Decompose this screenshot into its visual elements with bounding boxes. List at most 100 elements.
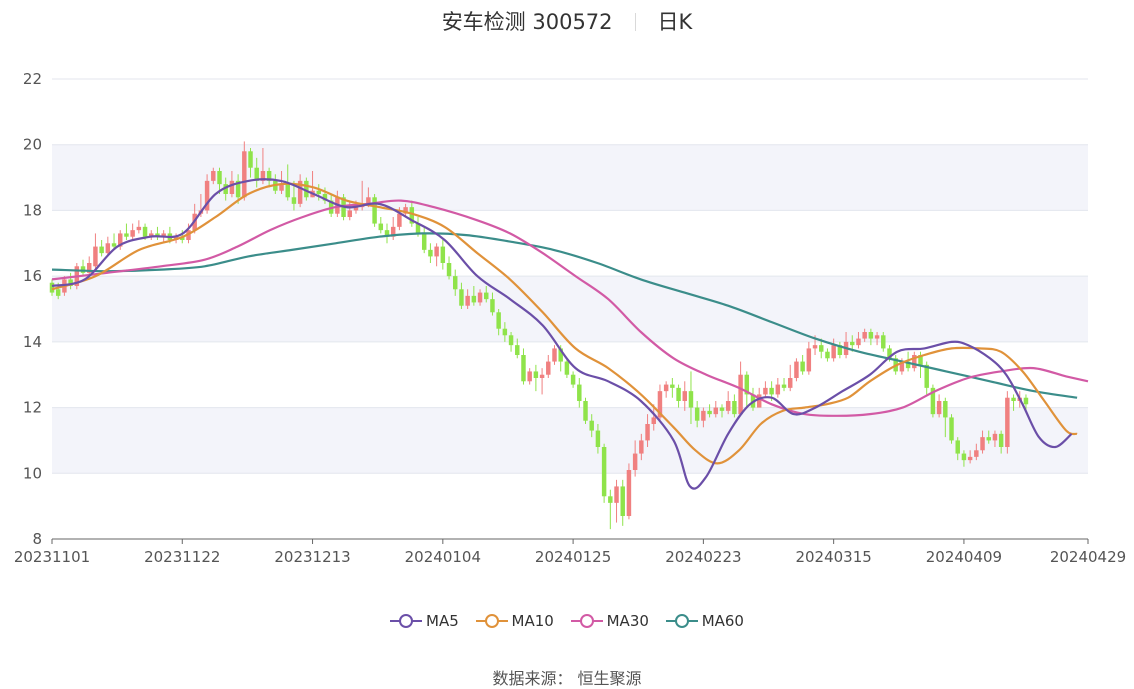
candle-body	[521, 355, 526, 382]
x-tick-label: 20240104	[405, 548, 481, 566]
candle-body	[415, 223, 421, 234]
candle-body	[465, 295, 470, 306]
legend-label: MA60	[701, 612, 744, 630]
x-tick-label: 20240315	[795, 548, 871, 566]
grid-lines	[52, 78, 1088, 540]
y-tick-label: 22	[23, 70, 42, 88]
candle-body	[446, 263, 452, 277]
candle-body	[93, 246, 98, 267]
candle-body	[211, 171, 216, 181]
candle-body	[453, 276, 458, 290]
candle-body	[421, 233, 427, 250]
candle-body	[831, 345, 836, 359]
candle-body	[384, 230, 390, 237]
candle-body	[539, 374, 545, 378]
candle-body	[49, 282, 55, 293]
candle-body	[508, 335, 514, 346]
candle-body	[713, 407, 719, 415]
candle-body	[149, 233, 154, 237]
candle-body	[403, 207, 408, 214]
candle-body	[651, 417, 656, 424]
candle-body	[434, 246, 439, 257]
legend-item-ma30[interactable]: MA30	[570, 612, 649, 630]
candle-body	[924, 364, 929, 388]
y-tick-label: 20	[23, 136, 42, 154]
candle-body	[657, 391, 663, 418]
candle-body	[570, 374, 576, 385]
candle-body	[347, 210, 353, 217]
candle-body	[105, 243, 111, 254]
candle-body	[862, 332, 867, 339]
candle-body	[874, 335, 880, 339]
candle-body	[620, 486, 625, 516]
candle-body	[291, 197, 297, 204]
candle-body	[80, 266, 86, 273]
candle-body	[496, 312, 501, 329]
legend-item-ma5[interactable]: MA5	[390, 612, 459, 630]
background-bands	[52, 144, 1088, 474]
candle-body	[130, 230, 135, 237]
candle-body	[55, 289, 61, 296]
period-label: 日K	[657, 10, 693, 34]
candle-body	[787, 378, 793, 388]
legend: MA5 MA10 MA30 MA60	[0, 612, 1134, 633]
candle-body	[285, 184, 290, 198]
legend-item-ma10[interactable]: MA10	[475, 612, 554, 630]
legend-item-ma60[interactable]: MA60	[665, 612, 744, 630]
candle-body	[614, 486, 619, 503]
candle-body	[397, 213, 402, 227]
candle-body	[980, 437, 985, 451]
candle-body	[142, 226, 148, 237]
candle-body	[645, 424, 650, 441]
x-axis: 20231101 20231122 20231213 20240104 20240125…	[14, 538, 1126, 566]
candle-body	[459, 289, 464, 306]
ma30-line	[51, 199, 1089, 417]
candle-body	[477, 292, 483, 303]
candle-body	[868, 332, 874, 339]
y-tick-label: 10	[23, 464, 42, 482]
y-tick-label: 12	[23, 399, 42, 417]
legend-label: MA30	[606, 612, 649, 630]
candle-body	[825, 351, 830, 359]
candle-body	[725, 401, 731, 411]
candle-body	[881, 335, 886, 349]
candle-body	[676, 387, 681, 401]
candle-body	[986, 437, 991, 441]
candle-body	[1011, 397, 1016, 401]
candle-body	[732, 401, 737, 415]
candle-body	[577, 384, 582, 401]
candle-body	[279, 184, 284, 191]
candle-body	[242, 151, 247, 198]
x-tick-label: 20240223	[665, 548, 741, 566]
data-source: 数据来源： 恒生聚源	[492, 669, 642, 688]
background-band	[52, 144, 1088, 211]
candle-body	[663, 384, 669, 392]
candle-body	[390, 226, 396, 237]
candlestick-chart: 8 10 12 14 16 18 20 22 20231101 20231122 20231213…	[14, 70, 1126, 566]
candle-body	[248, 151, 253, 168]
ma-lines	[51, 178, 1089, 490]
candle-body	[304, 180, 309, 198]
candle-body	[1005, 397, 1010, 447]
candle-body	[626, 470, 632, 516]
candle-body	[440, 246, 446, 263]
candle-body	[180, 236, 185, 240]
candle-body	[688, 391, 694, 408]
candle-body	[136, 226, 142, 231]
x-tick-label: 20231213	[274, 548, 350, 566]
x-tick-label: 20240125	[535, 548, 611, 566]
candle-body	[601, 447, 607, 497]
x-tick-label: 20240429	[1050, 548, 1126, 566]
candle-body	[682, 391, 687, 401]
candle-body	[595, 430, 601, 447]
candle-body	[949, 417, 954, 441]
candle-body	[86, 263, 92, 273]
y-tick-label: 8	[32, 530, 42, 548]
candle-body	[930, 387, 936, 415]
candle-body	[992, 433, 998, 441]
candle-body	[639, 440, 644, 454]
candle-body	[533, 371, 539, 378]
x-tick-label: 20240409	[926, 548, 1002, 566]
candle-body	[490, 299, 495, 313]
background-band	[52, 407, 1088, 474]
